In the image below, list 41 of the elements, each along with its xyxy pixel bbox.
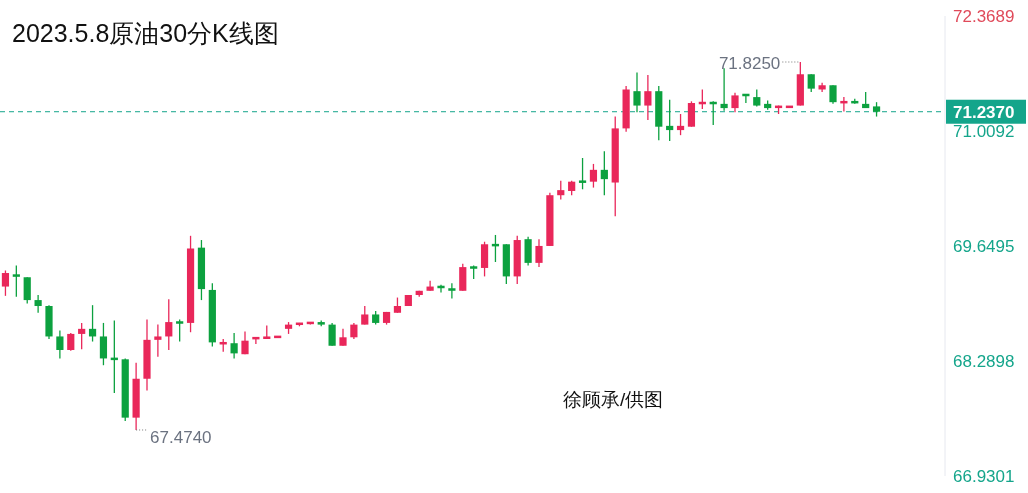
candlestick <box>23 276 31 305</box>
annotation: 71.8250 <box>718 54 781 73</box>
candlestick <box>165 298 173 351</box>
candlestick <box>480 241 489 278</box>
y-tick-label: 72.3689 <box>953 7 1015 26</box>
candlestick <box>666 98 674 142</box>
candlestick <box>426 279 434 292</box>
candlestick <box>633 71 641 113</box>
candlestick <box>230 332 238 360</box>
candlestick <box>448 282 456 300</box>
chart-title: 2023.5.8原油30分K线图 <box>12 19 279 47</box>
annotation: 徐顾承/供图 <box>563 389 664 410</box>
y-tick-label: 71.0092 <box>953 122 1015 141</box>
candlestick <box>720 67 728 112</box>
candlestick <box>731 92 739 113</box>
candlestick <box>687 100 696 128</box>
candlestick <box>328 322 336 347</box>
candlestick <box>361 305 369 326</box>
candlestick <box>676 113 685 136</box>
y-tick-label: 69.6495 <box>953 237 1015 256</box>
candlestick <box>829 84 837 105</box>
ref-line-label: 71.2370 <box>953 103 1015 123</box>
y-tick-label: 68.2898 <box>953 352 1015 371</box>
candlestick <box>12 264 20 298</box>
candlestick <box>176 318 184 343</box>
candlestick <box>578 157 587 190</box>
candlestick <box>589 163 598 189</box>
candlestick <box>459 263 467 292</box>
candlestick <box>99 322 108 366</box>
candlestick <box>524 236 532 267</box>
y-tick-label: 66.9301 <box>953 467 1015 486</box>
candlestick <box>600 150 608 196</box>
candlestick <box>557 180 565 201</box>
candlestick <box>78 322 86 350</box>
annotation: 67.4740 <box>150 428 212 447</box>
candlestick <box>56 329 64 360</box>
candlestick <box>154 323 162 358</box>
candlestick <box>644 74 652 121</box>
candlestick <box>1 269 10 297</box>
candlestick <box>34 294 42 314</box>
candlestick <box>535 238 543 268</box>
